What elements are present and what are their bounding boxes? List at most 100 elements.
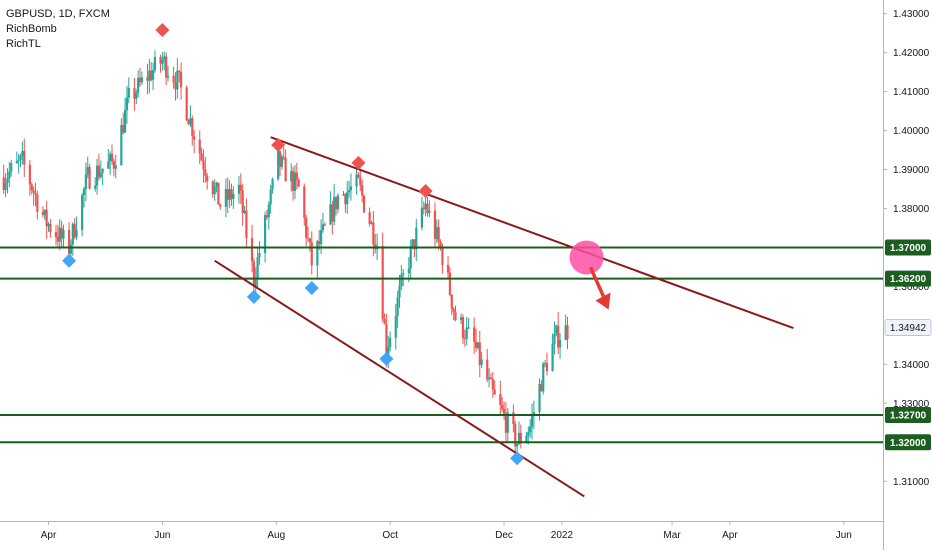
candle-body bbox=[514, 423, 517, 447]
candle-body bbox=[21, 150, 24, 156]
candle bbox=[305, 214, 308, 247]
candle bbox=[30, 182, 33, 195]
candle-body bbox=[306, 237, 310, 239]
y-tick-label: 1.41000 bbox=[893, 87, 930, 98]
candle bbox=[109, 151, 112, 175]
sell-signal-diamond bbox=[351, 155, 366, 170]
candle-body bbox=[385, 324, 388, 358]
arrow-head bbox=[595, 292, 611, 310]
candle-body bbox=[81, 194, 84, 231]
candle bbox=[297, 178, 300, 188]
candle-body bbox=[491, 379, 494, 390]
y-tick-label: 1.33000 bbox=[893, 399, 930, 410]
candle-body bbox=[148, 70, 151, 81]
candle bbox=[409, 239, 412, 280]
candle-body bbox=[86, 166, 89, 175]
level-price-tag bbox=[885, 407, 931, 424]
candle-body bbox=[56, 236, 59, 242]
candle bbox=[355, 164, 358, 195]
candle-body bbox=[538, 383, 541, 413]
candle-body bbox=[271, 179, 274, 190]
candle bbox=[174, 72, 177, 101]
candle bbox=[316, 239, 319, 278]
candle-body bbox=[454, 311, 457, 321]
candle-body bbox=[95, 165, 99, 186]
highlight-circle bbox=[569, 240, 604, 275]
candle-body bbox=[394, 316, 397, 338]
candle-body bbox=[422, 207, 425, 210]
candle bbox=[402, 268, 405, 287]
candle bbox=[122, 112, 125, 135]
candle-body bbox=[153, 56, 157, 71]
candle bbox=[383, 313, 386, 325]
candle bbox=[15, 151, 18, 164]
y-tick-label: 1.42000 bbox=[893, 48, 930, 59]
candle-body bbox=[329, 204, 332, 225]
candle bbox=[94, 177, 97, 192]
candle-body bbox=[359, 177, 362, 186]
level-price-tag bbox=[885, 434, 931, 451]
candle-body bbox=[463, 338, 466, 340]
candle-body bbox=[99, 172, 102, 178]
candle-body bbox=[346, 192, 349, 205]
candle bbox=[486, 348, 489, 382]
candle bbox=[19, 153, 22, 168]
candle-body bbox=[342, 194, 345, 196]
candle bbox=[75, 216, 78, 241]
candle-body bbox=[4, 183, 7, 190]
candle bbox=[331, 200, 334, 235]
candle-body bbox=[372, 222, 375, 245]
candle-body bbox=[506, 412, 509, 433]
candle bbox=[43, 209, 46, 221]
candle bbox=[32, 186, 35, 206]
candle bbox=[284, 149, 287, 182]
candle bbox=[95, 158, 99, 195]
candle bbox=[499, 380, 502, 417]
candle bbox=[347, 180, 351, 198]
candle-body bbox=[295, 172, 298, 180]
candle-body bbox=[282, 156, 285, 158]
candle-body bbox=[489, 377, 493, 380]
candle-body bbox=[411, 239, 414, 246]
candle bbox=[150, 61, 153, 82]
sell-signal-diamond bbox=[418, 183, 433, 198]
candle bbox=[551, 333, 554, 372]
candle bbox=[228, 180, 231, 208]
y-tick-label: 1.40000 bbox=[893, 126, 930, 137]
candle-body bbox=[308, 238, 311, 243]
candle-body bbox=[336, 195, 339, 210]
candle-body bbox=[439, 241, 442, 248]
candle-body bbox=[138, 77, 142, 83]
candle-body bbox=[82, 188, 86, 195]
candle bbox=[359, 168, 362, 192]
candle bbox=[4, 173, 7, 198]
candle bbox=[62, 224, 65, 249]
candle bbox=[474, 328, 478, 352]
candle bbox=[47, 221, 50, 232]
candle bbox=[473, 317, 476, 354]
candle-body bbox=[504, 413, 508, 433]
candle bbox=[148, 58, 151, 94]
candle-body bbox=[94, 185, 97, 189]
candle bbox=[321, 212, 325, 233]
candle bbox=[514, 420, 517, 453]
candle bbox=[176, 58, 179, 99]
x-tick-label: Jun bbox=[154, 530, 170, 541]
candle-body bbox=[2, 177, 5, 190]
level-price-label: 1.32000 bbox=[890, 438, 927, 449]
candle bbox=[81, 193, 84, 237]
candle-body bbox=[316, 241, 319, 266]
y-tick-label: 1.43000 bbox=[893, 9, 930, 20]
candle-body bbox=[368, 212, 371, 224]
candle-body bbox=[67, 230, 71, 254]
candle-body bbox=[189, 118, 192, 125]
candle-body bbox=[297, 179, 300, 187]
candle bbox=[28, 160, 31, 196]
candle-body bbox=[277, 151, 280, 180]
candle-body bbox=[32, 190, 35, 193]
candle bbox=[564, 314, 567, 341]
candle bbox=[120, 118, 123, 166]
